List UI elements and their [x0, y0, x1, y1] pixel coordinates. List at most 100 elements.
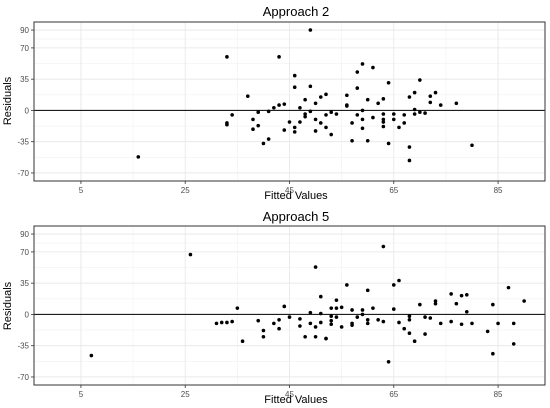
scatter-point — [308, 84, 313, 89]
x-tick-label: 25 — [181, 186, 190, 195]
scatter-point — [360, 126, 365, 131]
scatter-point — [277, 103, 281, 107]
scatter-point — [355, 315, 360, 319]
scatter-point — [251, 127, 255, 131]
scatter-point — [433, 301, 438, 306]
chart-panel-approach-5: Approach 5 90 70 35 0 -35 -70 5 25 45 65 85 Fitte… — [2, 209, 546, 406]
x-tick-label: 85 — [494, 186, 503, 195]
scatter-point — [381, 319, 386, 324]
scatter-point — [360, 308, 365, 312]
scatter-point — [324, 92, 328, 97]
x-tick-label: 25 — [181, 390, 190, 399]
scatter-point — [459, 322, 464, 327]
scatter-point — [402, 326, 407, 331]
y-tick-label: 70 — [20, 248, 29, 257]
y-axis-title: Residuals — [2, 281, 14, 330]
scatter-point — [313, 101, 318, 106]
scatter-point — [230, 113, 234, 117]
scatter-point — [329, 322, 334, 327]
scatter-point — [381, 97, 386, 101]
scatter-point — [292, 125, 297, 130]
scatter-point — [261, 141, 266, 146]
x-tick-label: 45 — [285, 390, 294, 399]
scatter-point — [235, 306, 240, 310]
x-tick-label: 5 — [79, 390, 84, 399]
scatter-point — [433, 90, 438, 95]
scatter-point — [464, 292, 469, 297]
scatter-point — [371, 306, 375, 310]
x-tick-label: 65 — [389, 390, 398, 399]
x-axis-ticks: 5 25 45 65 85 — [79, 181, 503, 195]
scatter-point — [360, 108, 365, 113]
scatter-point — [449, 319, 453, 324]
scatter-point — [292, 85, 297, 90]
scatter-point — [376, 101, 380, 106]
scatter-point — [240, 339, 245, 344]
y-tick-label: -35 — [17, 138, 29, 147]
scatter-point — [381, 117, 386, 122]
data-points — [136, 28, 474, 163]
scatter-point — [282, 102, 287, 106]
scatter-point — [256, 123, 261, 128]
scatter-point — [313, 117, 318, 122]
scatter-point — [308, 310, 313, 315]
scatter-point — [381, 244, 386, 249]
scatter-point — [318, 320, 323, 325]
y-tick-label: 35 — [20, 279, 29, 288]
scatter-point — [360, 117, 365, 122]
scatter-point — [381, 112, 386, 116]
scatter-point — [339, 325, 344, 329]
chart-title: Approach 2 — [263, 4, 330, 19]
scatter-point — [391, 117, 396, 122]
scatter-point — [485, 329, 490, 334]
scatter-point — [318, 294, 323, 299]
scatter-point — [245, 94, 250, 98]
scatter-point — [397, 278, 401, 283]
scatter-point — [329, 314, 334, 319]
scatter-point — [407, 95, 412, 99]
scatter-point — [402, 121, 407, 125]
scatter-point — [449, 292, 453, 296]
scatter-point — [266, 109, 271, 114]
y-tick-label: -70 — [17, 169, 29, 178]
scatter-point — [318, 121, 323, 125]
scatter-point — [298, 120, 302, 124]
scatter-point — [266, 137, 271, 141]
scatter-point — [391, 307, 396, 311]
scatter-point — [412, 112, 417, 116]
scatter-point — [407, 317, 412, 322]
scatter-point — [407, 145, 412, 149]
chart-title: Approach 5 — [263, 209, 330, 224]
scatter-point — [287, 120, 292, 124]
scatter-point — [188, 252, 193, 257]
scatter-point — [350, 323, 354, 327]
scatter-point — [459, 293, 464, 298]
scatter-point — [360, 62, 365, 66]
x-tick-label: 5 — [79, 186, 84, 195]
scatter-point — [261, 334, 266, 339]
scatter-point — [381, 124, 386, 129]
scatter-point — [376, 317, 380, 322]
scatter-point — [428, 316, 433, 320]
scatter-point — [470, 321, 474, 326]
scatter-point — [225, 55, 229, 59]
scatter-point — [324, 125, 328, 130]
x-axis-title: Fitted Values — [264, 394, 328, 406]
scatter-point — [277, 317, 281, 322]
scatter-point — [454, 301, 459, 306]
scatter-point — [329, 318, 334, 323]
y-tick-label: 90 — [20, 26, 29, 35]
scatter-point — [470, 143, 474, 148]
scatter-point — [496, 321, 500, 326]
scatter-point — [412, 90, 417, 95]
scatter-point — [402, 113, 407, 117]
grid-lines — [34, 22, 545, 181]
scatter-point — [454, 101, 459, 106]
scatter-point — [277, 55, 281, 59]
scatter-point — [256, 110, 261, 115]
x-axis-title: Fitted Values — [264, 190, 328, 202]
scatter-point — [334, 112, 339, 116]
scatter-point — [318, 311, 323, 316]
